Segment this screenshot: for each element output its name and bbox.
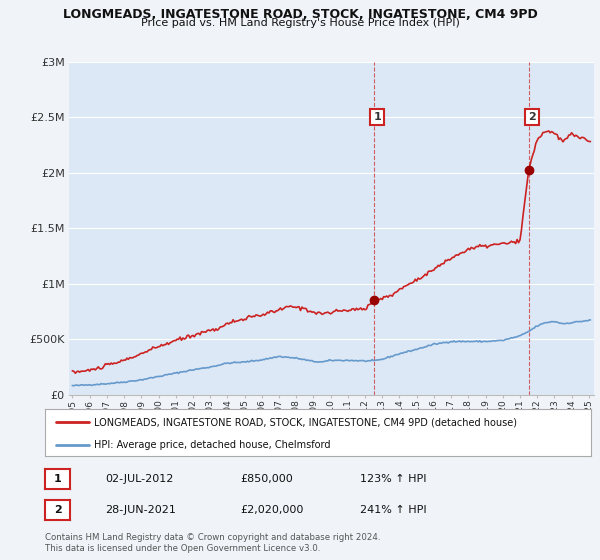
Text: HPI: Average price, detached house, Chelmsford: HPI: Average price, detached house, Chel…	[94, 440, 331, 450]
Text: 123% ↑ HPI: 123% ↑ HPI	[360, 474, 427, 484]
Text: 1: 1	[373, 112, 381, 122]
Text: Contains HM Land Registry data © Crown copyright and database right 2024.
This d: Contains HM Land Registry data © Crown c…	[45, 533, 380, 553]
Text: LONGMEADS, INGATESTONE ROAD, STOCK, INGATESTONE, CM4 9PD: LONGMEADS, INGATESTONE ROAD, STOCK, INGA…	[62, 8, 538, 21]
Text: £850,000: £850,000	[240, 474, 293, 484]
Text: 241% ↑ HPI: 241% ↑ HPI	[360, 505, 427, 515]
Text: LONGMEADS, INGATESTONE ROAD, STOCK, INGATESTONE, CM4 9PD (detached house): LONGMEADS, INGATESTONE ROAD, STOCK, INGA…	[94, 417, 517, 427]
Text: Price paid vs. HM Land Registry's House Price Index (HPI): Price paid vs. HM Land Registry's House …	[140, 18, 460, 29]
Text: 2: 2	[528, 112, 536, 122]
Text: £2,020,000: £2,020,000	[240, 505, 304, 515]
Text: 28-JUN-2021: 28-JUN-2021	[105, 505, 176, 515]
Text: 02-JUL-2012: 02-JUL-2012	[105, 474, 173, 484]
Text: 2: 2	[54, 505, 61, 515]
Text: 1: 1	[54, 474, 61, 484]
